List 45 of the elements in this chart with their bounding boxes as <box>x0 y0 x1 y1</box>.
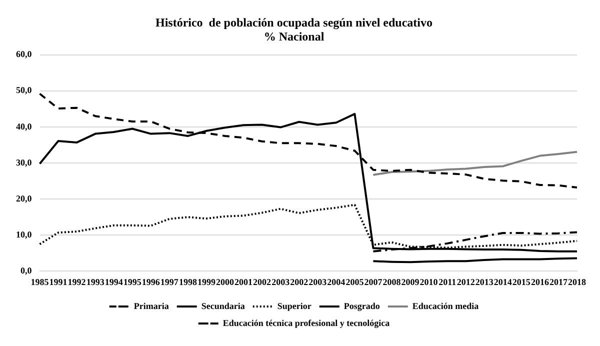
x-tick-label: 2007 <box>364 276 383 287</box>
x-tick-label: 2011 <box>438 276 457 287</box>
x-tick-label: 2003 <box>272 276 290 287</box>
x-tick-label: 2014 <box>494 276 512 287</box>
y-tick-label: 60,0 <box>16 49 32 60</box>
x-tick-label: 2013 <box>475 276 494 287</box>
x-tick-label: 2002 <box>253 276 272 287</box>
x-tick-label: 2003 <box>308 276 328 287</box>
x-tick-label: 2004 <box>327 276 346 287</box>
x-tick-label: 2018 <box>568 276 586 287</box>
y-tick-label: 30,0 <box>16 157 32 168</box>
y-tick-label: 50,0 <box>16 85 32 96</box>
x-tick-label: 1992 <box>68 276 86 287</box>
x-tick-label: 1985 <box>30 276 50 287</box>
y-tick-label: 20,0 <box>16 193 32 204</box>
chart-title: Histórico de población ocupada según nivel educativo <box>155 15 433 30</box>
legend-label: Educación media <box>412 300 480 311</box>
y-tick-label: 40,0 <box>16 121 32 132</box>
legend-label: Posgrado <box>344 300 380 311</box>
x-tick-label: 2000 <box>216 276 235 287</box>
legend-label: Superior <box>277 300 312 311</box>
x-tick-label: 1995 <box>123 276 142 287</box>
x-tick-label: 2002 <box>290 276 309 287</box>
legend-label: Educación técnica profesional y tecnológica <box>222 318 390 328</box>
x-tick-label: 1998 <box>178 276 198 287</box>
x-tick-label: 1993 <box>86 276 105 287</box>
x-tick-label: 1994 <box>104 276 124 287</box>
y-tick-label: 0,0 <box>20 266 32 276</box>
legend-label: Secundaria <box>201 300 246 311</box>
x-tick-label: 2010 <box>420 276 438 287</box>
x-tick-label: 1996 <box>142 276 160 287</box>
x-tick-label: 2005 <box>346 276 364 287</box>
x-tick-label: 2012 <box>456 276 476 287</box>
x-tick-label: 2016 <box>530 276 550 287</box>
x-tick-label: 1999 <box>197 276 216 287</box>
chart-subtitle: % Nacional <box>264 30 325 44</box>
x-tick-label: 2017 <box>549 276 568 287</box>
x-tick-label: 2015 <box>512 276 531 287</box>
x-tick-label: 1997 <box>160 276 179 287</box>
x-tick-label: 2009 <box>401 276 420 287</box>
x-tick-label: 1991 <box>49 276 68 287</box>
y-tick-label: 10,0 <box>16 229 32 240</box>
x-tick-label: 2001 <box>234 276 254 287</box>
x-tick-label: 2008 <box>382 276 402 287</box>
legend-label: Primaria <box>134 300 170 311</box>
